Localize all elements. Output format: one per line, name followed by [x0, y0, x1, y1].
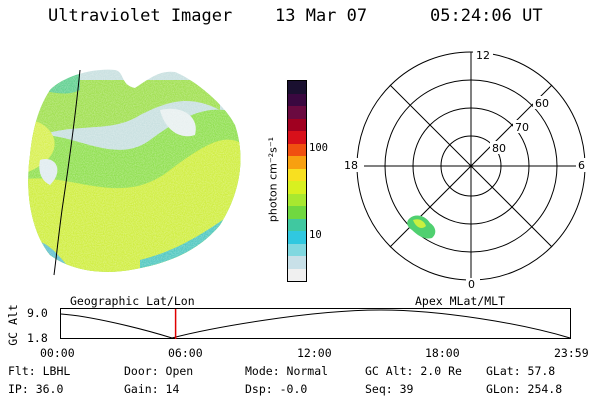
- colorbar-swatch: [288, 168, 306, 181]
- colorbar-swatch: [288, 243, 306, 256]
- timeline-frame: [60, 308, 571, 339]
- footer-mode: Mode: Normal: [245, 364, 329, 378]
- timeline-plot: [60, 308, 571, 339]
- footer-door: Door: Open: [124, 364, 194, 378]
- colorbar-swatch: [288, 256, 306, 269]
- timeline-xtick-1800: 18:00: [425, 346, 460, 360]
- mlt-label-0: 0: [468, 278, 475, 291]
- colorbar-swatch: [288, 181, 306, 194]
- mlt-label-12: 12: [476, 49, 490, 62]
- colorbar-swatch: [288, 118, 306, 131]
- footer-glat: GLat: 57.8: [486, 364, 556, 378]
- colorbar-tick-100: 100: [309, 142, 328, 154]
- terminator-line: [53, 69, 81, 276]
- mlt-label-6: 6: [578, 159, 585, 172]
- timeline-right-header: Apex MLat/MLT: [415, 294, 506, 308]
- footer-seq: Seq: 39: [365, 382, 414, 396]
- colorbar-swatch: [288, 231, 306, 244]
- footer-glon: GLon: 254.8: [486, 382, 563, 396]
- colorbar-swatch: [288, 106, 306, 119]
- timeline-left-header: Geographic Lat/Lon: [70, 294, 195, 308]
- footer-gain: Gain: 14: [124, 382, 180, 396]
- timeline-xtick-0000: 00:00: [40, 346, 75, 360]
- footer-filter: Flt: LBHL: [8, 364, 71, 378]
- timeline-ytick-9: 9.0: [27, 306, 48, 320]
- polar-mlt-plot: 12 18 6 0 60 70 80: [342, 48, 590, 292]
- timeline-axis-label: GC Alt: [6, 304, 20, 346]
- footer-gc-alt: GC Alt: 2.0 Re: [365, 364, 462, 378]
- mlt-label-18: 18: [344, 159, 358, 172]
- colorbar-swatch: [288, 193, 306, 206]
- auroral-image: [28, 69, 241, 276]
- instrument-title: Ultraviolet Imager: [48, 6, 233, 26]
- colorbar-swatch: [288, 218, 306, 231]
- colorbar-swatch: [288, 268, 306, 281]
- footer-dsp: Dsp: -0.0: [245, 382, 308, 396]
- gc-altitude-curve: [60, 309, 571, 339]
- colorbar-swatch: [288, 131, 306, 144]
- colorbar-swatch: [288, 143, 306, 156]
- colorbar: [287, 80, 307, 282]
- date-label: 13 Mar 07: [275, 6, 368, 26]
- colorbar-swatch: [288, 93, 306, 106]
- timeline-xtick-2359: 23:59: [554, 346, 589, 360]
- colorbar-swatch: [288, 206, 306, 219]
- colorbar-unit-label: photon cm⁻²s⁻¹: [266, 136, 280, 223]
- timeline-ytick-1_8: 1.8: [27, 331, 48, 345]
- timeline-xtick-1200: 12:00: [297, 346, 332, 360]
- lat-label-60: 60: [535, 97, 549, 110]
- footer-ip: IP: 36.0: [8, 382, 64, 396]
- colorbar-swatch: [288, 156, 306, 169]
- timeline-xtick-0600: 06:00: [168, 346, 203, 360]
- lat-label-80: 80: [492, 142, 506, 155]
- colorbar-swatch: [288, 81, 306, 94]
- colorbar-tick-10: 10: [309, 229, 322, 241]
- lat-label-70: 70: [515, 121, 529, 134]
- time-label: 05:24:06 UT: [430, 6, 543, 26]
